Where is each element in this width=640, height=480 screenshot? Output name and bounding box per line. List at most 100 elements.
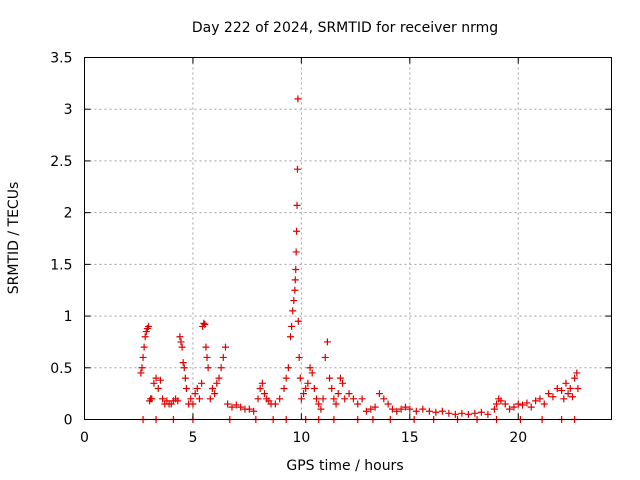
data-point (425, 407, 433, 415)
data-point (341, 395, 349, 403)
data-point (293, 201, 301, 209)
y-tick-label: 2.5 (50, 154, 72, 170)
data-point (302, 384, 310, 392)
data-point (371, 403, 379, 411)
data-point (156, 376, 164, 384)
data-point (144, 322, 152, 330)
data-point (296, 374, 304, 382)
y-tick-label: 0 (64, 413, 73, 429)
data-point (445, 409, 453, 417)
data-point (397, 405, 405, 413)
data-point (388, 405, 396, 413)
data-point (254, 395, 262, 403)
data-point (300, 390, 308, 398)
grid-lines (84, 57, 612, 420)
data-point (258, 379, 266, 387)
data-point (506, 405, 514, 413)
data-point (432, 408, 440, 416)
data-point (519, 401, 527, 409)
data-point (358, 395, 366, 403)
y-tick-label: 0.5 (50, 361, 72, 377)
data-point (204, 364, 212, 372)
data-point (484, 410, 492, 418)
data-points (137, 95, 582, 423)
data-point (245, 405, 253, 413)
data-point (393, 407, 401, 415)
data-point (219, 353, 227, 361)
data-point (297, 395, 305, 403)
data-point (328, 384, 336, 392)
plot-frame (84, 57, 612, 420)
data-point (566, 384, 574, 392)
data-point (419, 405, 427, 413)
data-point (191, 390, 199, 398)
data-point (367, 405, 375, 413)
y-tick-label: 2 (64, 206, 73, 222)
data-point (536, 395, 544, 403)
data-point (438, 407, 446, 415)
data-point (560, 395, 568, 403)
data-point (180, 364, 188, 372)
data-point (141, 333, 149, 341)
chart-title: Day 222 of 2024, SRMTID for receiver nrm… (192, 20, 498, 36)
data-point (289, 307, 297, 315)
data-point (349, 395, 357, 403)
data-point (568, 393, 576, 401)
data-point (140, 343, 148, 351)
data-point (334, 390, 342, 398)
data-point (319, 395, 327, 403)
data-point (527, 403, 535, 411)
data-point (291, 286, 299, 294)
data-point (362, 407, 370, 415)
x-tick-label: 5 (188, 430, 197, 446)
data-point (177, 338, 185, 346)
data-point (150, 379, 158, 387)
data-point (293, 165, 301, 173)
data-point (201, 320, 209, 328)
x-tick-label: 10 (292, 430, 310, 446)
data-point (276, 395, 284, 403)
data-point (315, 400, 323, 408)
data-point (332, 400, 340, 408)
data-point (137, 369, 145, 377)
data-point (323, 338, 331, 346)
data-point (375, 390, 383, 398)
data-point (471, 409, 479, 417)
data-point (280, 384, 288, 392)
data-point (213, 379, 221, 387)
data-point (412, 407, 420, 415)
data-point (224, 400, 232, 408)
data-point (294, 317, 302, 325)
data-point (261, 390, 269, 398)
y-tick-label: 3 (64, 102, 73, 118)
data-point (330, 395, 338, 403)
data-point (217, 364, 225, 372)
data-point (178, 343, 186, 351)
data-point (545, 390, 553, 398)
data-point (573, 369, 581, 377)
data-point (290, 297, 298, 305)
y-tick-label: 3.5 (50, 51, 72, 67)
data-point (549, 393, 557, 401)
data-point (313, 395, 321, 403)
data-point (306, 364, 314, 372)
data-point (514, 400, 522, 408)
data-point (562, 379, 570, 387)
x-axis-label: GPS time / hours (286, 458, 403, 474)
data-point (321, 353, 329, 361)
data-point (464, 410, 472, 418)
x-tick-label: 15 (401, 430, 419, 446)
data-point (493, 400, 501, 408)
data-point (406, 405, 414, 413)
data-point (211, 390, 219, 398)
data-point (310, 384, 318, 392)
data-point (271, 400, 279, 408)
data-point (202, 343, 210, 351)
x-axis-ticks: 0 5 10 15 20 (80, 57, 527, 446)
data-point (326, 374, 334, 382)
data-point (317, 405, 325, 413)
data-point (497, 397, 505, 405)
x-tick-label: 20 (509, 430, 527, 446)
y-axis-ticks: 0 0.5 1 1.5 2 2.5 3 3.5 (50, 51, 612, 429)
data-point (142, 328, 150, 336)
